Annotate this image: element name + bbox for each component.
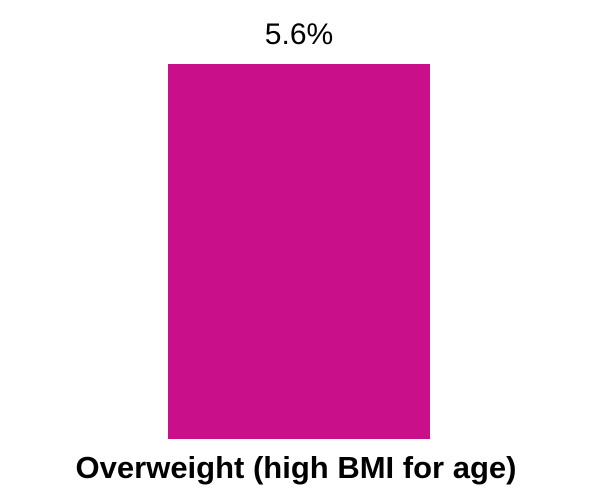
category-label-overweight: Overweight (high BMI for age): [76, 450, 517, 485]
data-label-overweight: 5.6%: [265, 18, 333, 51]
bar-overweight: [168, 64, 430, 439]
